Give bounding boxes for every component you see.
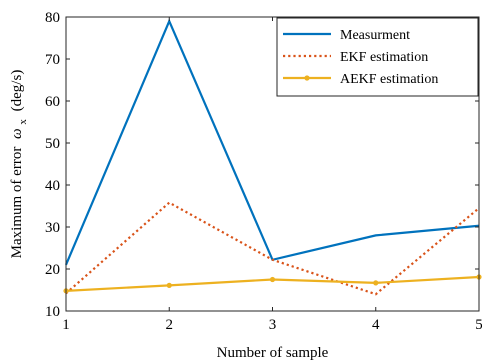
- y-axis-label-unit: (deg/s): [9, 70, 25, 112]
- y-axis-label-text: Maximum of error: [9, 147, 25, 259]
- x-tick-label: 5: [475, 317, 482, 333]
- y-tick-label: 50: [45, 136, 60, 152]
- y-tick-label: 60: [45, 94, 60, 110]
- x-axis-label: Number of sample: [217, 345, 329, 361]
- y-axis-label-symbol: ω: [9, 128, 25, 139]
- x-tick-label: 4: [372, 317, 380, 333]
- legend-label: AEKF estimation: [340, 72, 438, 87]
- series-point: [373, 280, 379, 286]
- series-point: [269, 276, 276, 283]
- legend: Measurment EKF estimation AEKF estimation: [276, 17, 479, 97]
- y-tick-label: 30: [45, 220, 60, 236]
- legend-label: Measurment: [340, 28, 410, 43]
- x-tick-label: 1: [62, 317, 70, 333]
- y-axis-label: Maximum of error ω x (deg/s): [9, 70, 30, 259]
- x-tick-label: 3: [269, 317, 277, 333]
- y-tick-label: 40: [45, 178, 60, 194]
- y-tick-label: 10: [45, 304, 60, 320]
- series-layer: [63, 18, 482, 296]
- y-tick-label: 80: [45, 10, 60, 26]
- y-tick-label: 70: [45, 52, 60, 68]
- legend-swatch-marker: [304, 75, 310, 81]
- y-tick-label: 20: [45, 262, 60, 278]
- series-point: [166, 282, 172, 288]
- ticks-layer: 1 2 3 4 5 10 20 30 40 50 60 70 80: [45, 10, 482, 333]
- series-line-2: [65, 201, 480, 296]
- legend-label: EKF estimation: [340, 50, 428, 65]
- y-axis-label-subscript: x: [17, 119, 29, 125]
- x-tick-label: 2: [166, 317, 174, 333]
